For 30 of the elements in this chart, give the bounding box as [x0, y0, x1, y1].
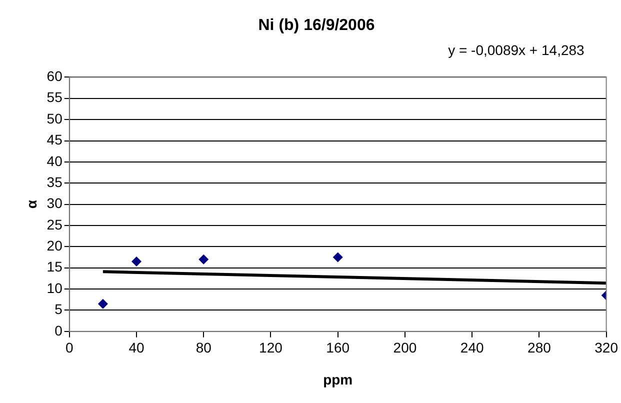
- y-tick-label: 20: [46, 238, 63, 254]
- x-tick-label: 200: [393, 340, 417, 356]
- y-tick-label: 55: [46, 89, 63, 106]
- x-tick-label: 0: [65, 340, 74, 356]
- text: y = -0,0089x + 14,283: [448, 42, 585, 58]
- y-tick-label: 40: [46, 152, 63, 169]
- y-tick-label: 25: [46, 216, 63, 232]
- y-tick-label: 60: [46, 68, 63, 84]
- y-tick-label: 50: [46, 110, 63, 126]
- y-tick-label: 0: [54, 322, 63, 338]
- y-tick-label: 5: [54, 301, 63, 318]
- point: [332, 252, 343, 262]
- x-tick-label: 320: [594, 340, 618, 356]
- point: [131, 256, 142, 266]
- x-tick-label: 80: [196, 340, 212, 356]
- y-tick-label: 35: [46, 174, 63, 190]
- y-tick-label: 15: [46, 258, 63, 275]
- chart-title: Ni (b) 16/9/2006: [258, 17, 375, 34]
- x-tick-label: 120: [259, 340, 283, 356]
- x-axis-title: ppm: [323, 371, 353, 388]
- point: [98, 298, 108, 309]
- y-tick-label: 30: [46, 195, 63, 212]
- y-tick-label: 10: [46, 280, 63, 296]
- x-tick-label: 40: [128, 340, 144, 356]
- point: [198, 254, 209, 264]
- y-axis-title: α: [23, 200, 40, 209]
- x-tick-label: 280: [528, 340, 552, 356]
- y-tick-label: 45: [46, 132, 63, 148]
- x-tick-label: 240: [460, 340, 484, 356]
- x-tick-label: 160: [326, 340, 350, 356]
